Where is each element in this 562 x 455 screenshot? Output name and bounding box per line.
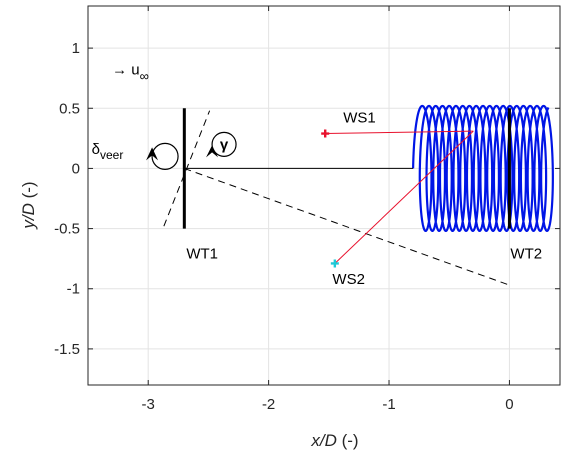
x-tick-label: -3 (142, 396, 155, 413)
y-tick-label: -0.5 (54, 221, 80, 238)
y-tick-label: -1 (67, 281, 80, 298)
plot-area: WT1 WT2 WS1 WS2 → u∞ δveer γ (92, 62, 554, 288)
station-marker (330, 259, 339, 268)
y-tick-label: 0 (72, 160, 80, 177)
station-line (334, 130, 474, 264)
y-tick-label: -1.5 (54, 341, 80, 358)
axes-frame (87, 5, 561, 386)
grid (88, 6, 560, 385)
helix-curve (412, 104, 554, 233)
y-tick-label: 0.5 (59, 100, 80, 117)
veer-label: δveer (92, 141, 124, 162)
wake-line (184, 167, 510, 286)
yaw-arrow-icon (206, 145, 219, 158)
yaw-label: γ (220, 136, 229, 153)
yaw-circle-icon (211, 131, 237, 157)
ticks: -3 -2 -1 0 1 0.5 0 -0.5 -1 -1.5 (54, 6, 560, 413)
station-label: WS1 (343, 110, 376, 127)
station-marker (321, 129, 330, 138)
x-tick-label: -2 (262, 396, 275, 413)
yaw-line (163, 110, 211, 227)
x-tick-label: 0 (505, 396, 513, 413)
turbine-label: WT1 (186, 246, 218, 263)
veer-subscript: veer (100, 148, 123, 162)
station-label: WS2 (332, 271, 365, 288)
veer-arrow-icon (146, 147, 159, 161)
y-axis-label: y/D (-) (19, 181, 38, 229)
turbine-label: WT2 (510, 246, 542, 263)
veer-circle-icon (151, 142, 179, 170)
wind-direction-subscript: ∞ (140, 69, 149, 84)
wind-direction-label: → u∞ (112, 62, 149, 84)
y-tick-label: 1 (72, 40, 80, 57)
x-tick-label: -1 (382, 396, 395, 413)
station-line (325, 130, 474, 135)
x-axis-label: x/D (-) (310, 431, 358, 450)
